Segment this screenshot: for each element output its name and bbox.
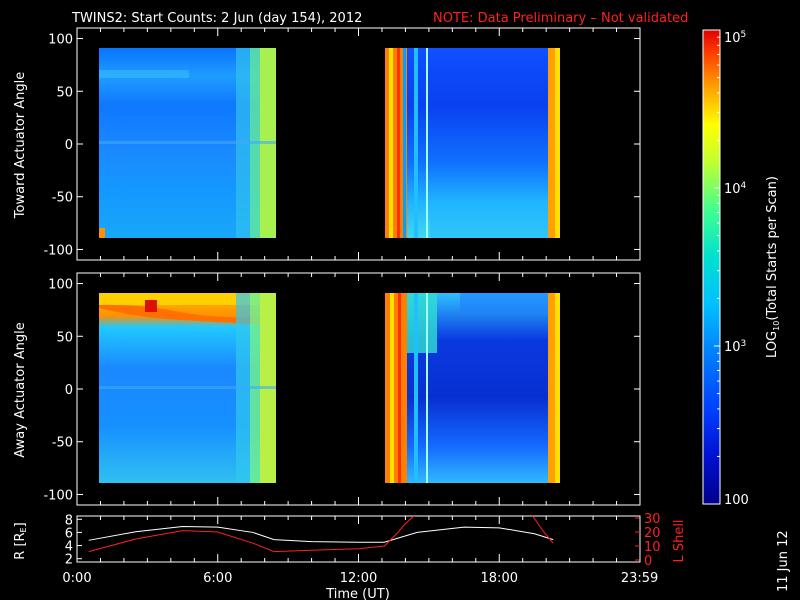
l-shell-tick-label: 20 [644,526,661,541]
toward-heatmap-block-1 [99,48,276,238]
y-tick-label: -100 [43,488,73,503]
colorbar-tick-base: 10 [724,340,741,355]
y-tick-label: -50 [52,191,73,206]
r-re-line [88,526,554,543]
y-tick-label: 100 [48,33,73,48]
r-tick-label: 6 [65,526,73,541]
orbit-right-label: L Shell [672,519,687,562]
colorbar-tick-label: 105 [724,30,746,46]
colorbar-tick-label: 104 [724,181,747,197]
y-tick-label: 50 [56,330,73,345]
l-shell-tick-label: 10 [644,540,661,555]
toward-y-axis: 100 50 0 -50 -100 [43,33,640,258]
colorbar-tick-label: 103 [724,339,746,355]
orbit-left-label-sub: E [19,527,28,532]
toward-panel: 100 50 0 -50 -100 Toward Actuator Angle [13,27,641,261]
away-heatmap-block-2 [385,293,560,483]
colorbar-label-log: LOG [765,331,780,358]
time-tick-label: 0:00 [62,571,91,586]
y-tick-label: 100 [48,278,73,293]
colorbar-tick-base: 10 [724,31,741,46]
away-y-label: Away Actuator Angle [13,322,28,457]
preliminary-note: NOTE: Data Preliminary – Not validated [433,11,688,26]
figure-title: TWINS2: Start Counts: 2 Jun (day 154), 2… [71,11,362,26]
away-panel: 100 50 0 -50 -100 Away Actuator Angle [13,272,641,506]
l-shell-tick-label: 0 [644,554,652,569]
colorbar-tick-base: 10 [724,182,741,197]
y-tick-label: 0 [65,138,73,153]
orbit-left-label-a: R [R [13,532,28,559]
colorbar-label-sub: 10 [772,321,781,331]
away-y-axis: 100 50 0 -50 -100 [43,278,640,503]
r-tick-label: 2 [65,553,73,568]
colorbar-tick-exp: 4 [741,181,747,191]
toward-heatmap-block-2 [385,48,560,238]
r-tick-label: 8 [65,513,73,528]
y-tick-label: -100 [43,243,73,258]
time-tick-label: 18:00 [481,571,518,586]
colorbar-label-rest: (Total Starts per Scan) [765,176,780,321]
l-shell-line-2 [532,516,554,544]
time-tick-label: 6:00 [203,571,232,586]
time-tick-label: 12:00 [340,571,377,586]
toward-y-label: Toward Actuator Angle [13,72,28,219]
orbit-lines [88,516,554,553]
y-tick-label: 0 [65,383,73,398]
time-tick-label: 23:59 [621,571,658,586]
l-shell-line-1 [88,516,415,553]
time-axis-label: Time (UT) [325,587,390,600]
colorbar-label: LOG10(Total Starts per Scan) [765,176,781,358]
colorbar-tick-label: 100 [724,493,749,508]
r-tick-label: 4 [65,540,73,555]
date-stamp: 11 Jun 12 [776,530,791,592]
orbit-left-label-c: ] [13,522,28,527]
orbit-left-label: R [RE] [13,522,28,559]
colorbar-tick-exp: 5 [741,30,747,40]
time-axis: 0:00 6:00 12:00 18:00 23:59 [62,28,658,586]
y-tick-label: -50 [52,436,73,451]
colorbar-gradient [702,29,721,505]
colorbar-tick-exp: 3 [741,339,747,349]
away-heatmap-block-1 [99,293,276,483]
y-tick-label: 50 [56,85,73,100]
l-shell-tick-label: 30 [644,512,661,527]
